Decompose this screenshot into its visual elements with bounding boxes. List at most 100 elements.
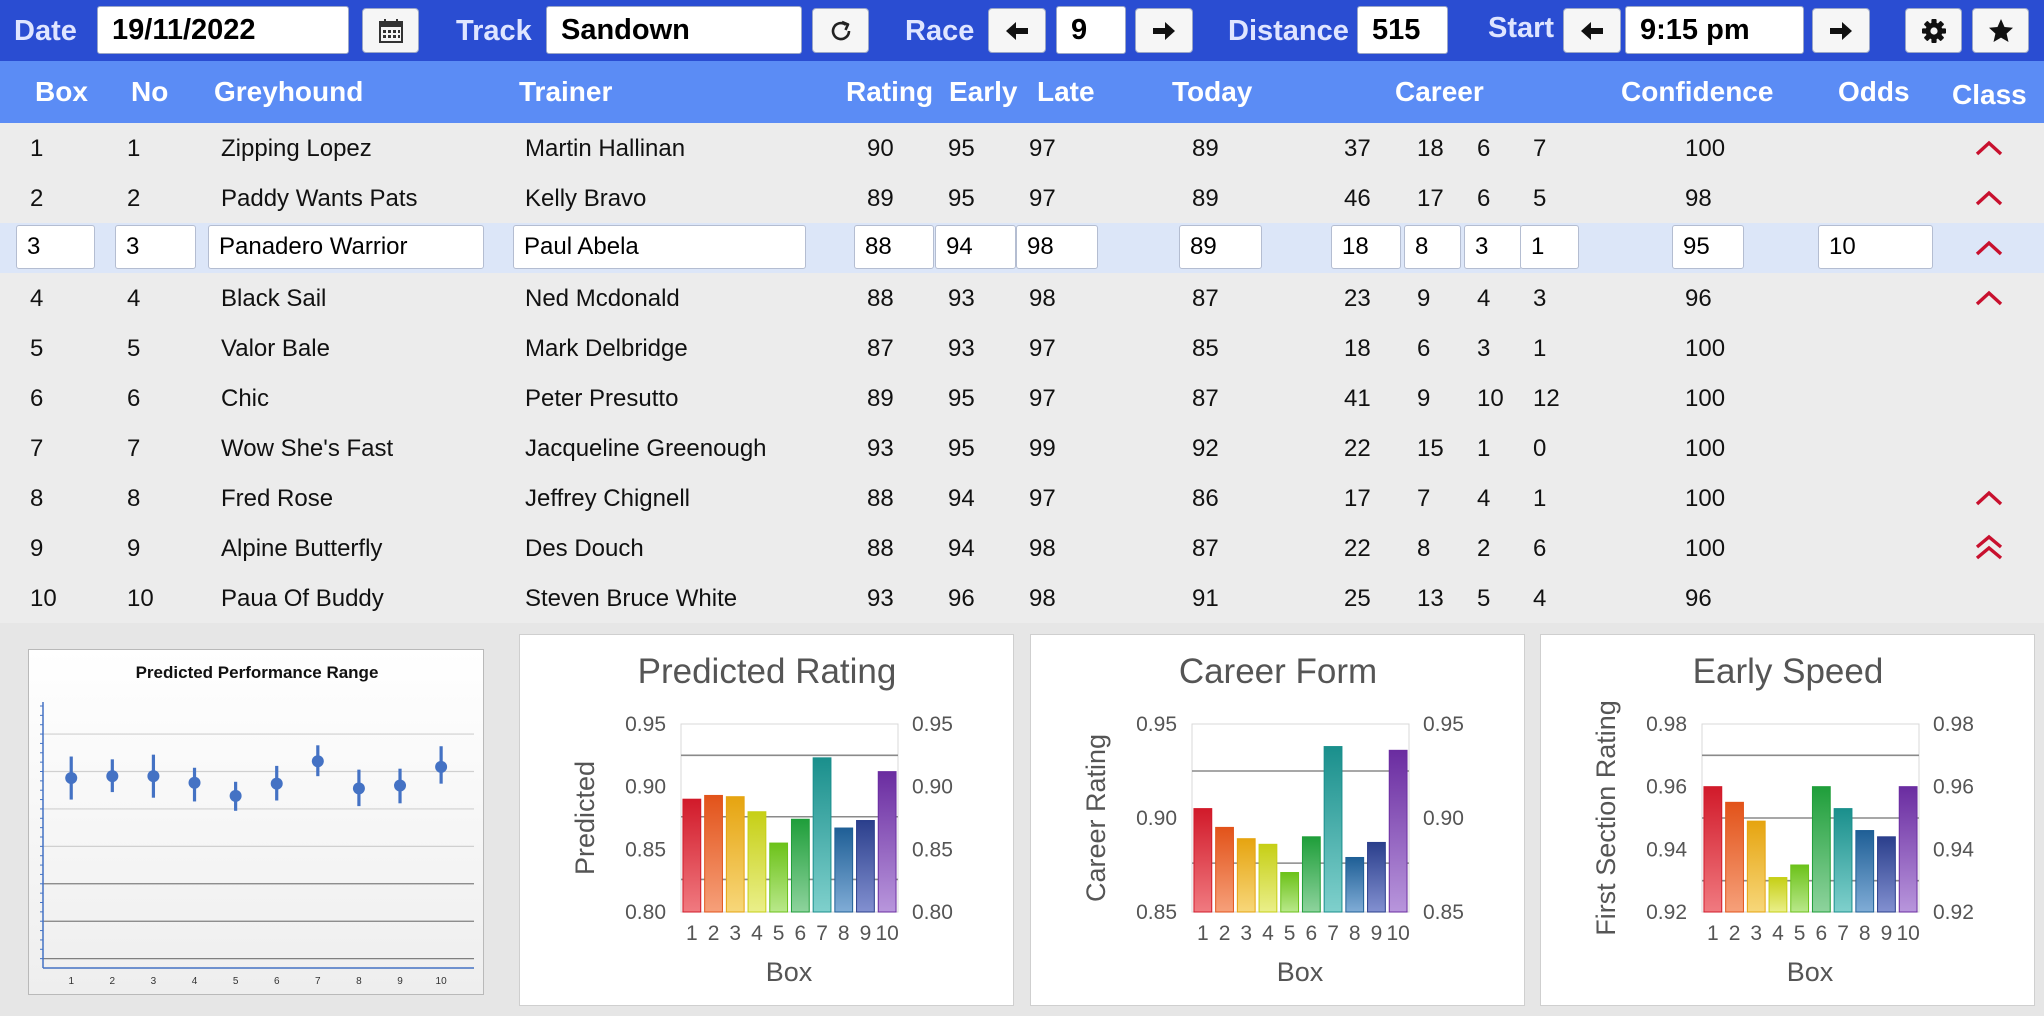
header-class[interactable]: Class (1952, 79, 2027, 110)
start-label: Start (1488, 12, 1555, 44)
x-tick-label: 4 (1262, 922, 1274, 945)
cell-c2: 8 (1417, 535, 1431, 562)
edit-c1-input[interactable]: 18 (1331, 225, 1401, 269)
cell-greyhound: Paddy Wants Pats (221, 185, 418, 212)
cell-late: 98 (1029, 285, 1056, 312)
bar (1345, 856, 1365, 913)
table-row[interactable]: 9 9 Alpine Butterfly Des Douch 88 94 98 87 22 8 2 6… (0, 523, 2044, 573)
edit-box-input[interactable]: 3 (16, 225, 95, 269)
y-tick-label-right: 0.85 (912, 838, 953, 861)
cell-trainer: Des Douch (525, 535, 644, 562)
edit-late-input[interactable]: 98 (1016, 225, 1098, 269)
header-box[interactable]: Box (35, 76, 88, 107)
header-early[interactable]: Early (949, 76, 1018, 107)
track-input[interactable]: Sandown (546, 6, 802, 54)
header-confidence[interactable]: Confidence (1621, 76, 1774, 107)
edit-odds-input[interactable]: 10 (1818, 225, 1933, 269)
y-tick-label-left: 0.96 (1646, 776, 1687, 799)
cell-trainer: Mark Delbridge (525, 335, 688, 362)
cell-early: 94 (948, 535, 975, 562)
header-today[interactable]: Today (1172, 76, 1253, 107)
start-prev-button[interactable] (1563, 8, 1621, 53)
distance-input[interactable]: 515 (1357, 6, 1448, 54)
edit-greyhound-input[interactable]: Panadero Warrior (208, 225, 484, 269)
performance-range-chart: Predicted Performance Range 1 2 3 4 5 6 7 8 9 10 (28, 649, 484, 995)
edit-rating-input[interactable]: 88 (854, 225, 934, 269)
edit-c3-input[interactable]: 3 (1464, 225, 1522, 269)
cell-confidence: 96 (1685, 585, 1712, 612)
cell-c3: 6 (1477, 185, 1491, 212)
settings-button[interactable] (1905, 8, 1962, 53)
chevron-double-up-icon (1975, 534, 2003, 560)
cell-box: 7 (30, 435, 44, 462)
edit-c4-input[interactable]: 1 (1520, 225, 1579, 269)
data-point (65, 772, 78, 785)
cell-early: 95 (948, 135, 975, 162)
header-late[interactable]: Late (1037, 76, 1095, 107)
header-no[interactable]: No (131, 76, 169, 107)
edit-c2-input[interactable]: 8 (1404, 225, 1461, 269)
edit-confidence-input[interactable]: 95 (1672, 225, 1744, 269)
cell-c2: 15 (1417, 435, 1444, 462)
start-input[interactable]: 9:15 pm (1625, 6, 1804, 54)
cell-c1: 22 (1344, 535, 1371, 562)
table-row[interactable]: 7 7 Wow She's Fast Jacqueline Greenough 93 95… (0, 423, 2044, 473)
edit-today-input[interactable]: 89 (1179, 225, 1262, 269)
cell-c2: 9 (1417, 385, 1431, 412)
header-odds[interactable]: Odds (1838, 76, 1910, 107)
table-row[interactable]: 10 10 Paua Of Buddy Steven Bruce White 93 96 9… (0, 573, 2044, 623)
cell-greyhound: Valor Bale (221, 335, 330, 362)
race-next-button[interactable] (1135, 8, 1193, 53)
table-row[interactable]: 4 4 Black Sail Ned Mcdonald 88 93 98 87 23 9 4 3 96 (0, 273, 2044, 323)
date-input[interactable]: 19/11/2022 (97, 6, 349, 54)
calendar-icon (378, 18, 403, 43)
x-tick-label: 9 (397, 976, 403, 987)
x-tick-label: 1 (1197, 922, 1209, 945)
cell-trainer: Peter Presutto (525, 385, 679, 412)
track-label: Track (456, 15, 532, 47)
table-row[interactable]: 2 2 Paddy Wants Pats Kelly Bravo 89 95 97 89 46 1… (0, 173, 2044, 223)
bar (1833, 808, 1853, 913)
refresh-button[interactable] (812, 8, 869, 53)
favourite-button[interactable] (1972, 8, 2029, 53)
bar (834, 827, 854, 913)
cell-greyhound: Black Sail (221, 285, 327, 312)
cell-trainer: Jeffrey Chignell (525, 485, 690, 512)
x-tick-label: 2 (708, 922, 720, 945)
predicted-rating-chart: Predicted Rating 1 2 3 4 5 6 7 8 9 10 0.80 0.80 0.85 0… (519, 634, 1014, 1006)
cell-late: 97 (1029, 185, 1056, 212)
x-tick-label: 8 (838, 922, 850, 945)
x-tick-label: 6 (1816, 922, 1828, 945)
cell-c1: 41 (1344, 385, 1371, 412)
calendar-button[interactable] (362, 8, 419, 53)
cell-no: 8 (127, 485, 141, 512)
predicted-rating-svg: Predicted Rating 1 2 3 4 5 6 7 8 9 10 0.80 0.80 0.85 0… (570, 652, 953, 987)
cell-c3: 3 (1477, 335, 1491, 362)
edit-early-input[interactable]: 94 (935, 225, 1016, 269)
x-tick-label: 8 (356, 976, 362, 987)
table-row[interactable]: 6 6 Chic Peter Presutto 89 95 97 87 41 9 10 12 100 (0, 373, 2044, 423)
cell-c2: 17 (1417, 185, 1444, 212)
header-trainer[interactable]: Trainer (519, 76, 613, 107)
header-career[interactable]: Career (1395, 76, 1484, 107)
header-greyhound[interactable]: Greyhound (214, 76, 364, 107)
race-prev-button[interactable] (988, 8, 1046, 53)
performance-range-svg: Predicted Performance Range 1 2 3 4 5 6 7 8 9 10 (40, 663, 474, 987)
table-row[interactable]: 3 3 Panadero Warrior Paul Abela 88 94 98 89 18 8 3… (0, 223, 2044, 273)
edit-no-input[interactable]: 3 (115, 225, 196, 269)
cell-early: 96 (948, 585, 975, 612)
header-rating[interactable]: Rating (846, 76, 934, 107)
edit-trainer-input[interactable]: Paul Abela (513, 225, 806, 269)
chevron-up-icon (1975, 190, 2003, 206)
y-tick-label-left: 0.85 (1136, 901, 1177, 924)
start-next-button[interactable] (1812, 8, 1870, 53)
x-tick-label: 10 (436, 976, 448, 987)
table-row[interactable]: 5 5 Valor Bale Mark Delbridge 87 93 97 85 18 6 3 1 1… (0, 323, 2044, 373)
cell-early: 95 (948, 435, 975, 462)
race-input[interactable]: 9 (1056, 6, 1126, 54)
table-row[interactable]: 8 8 Fred Rose Jeffrey Chignell 88 94 97 86 17 7 4 1… (0, 473, 2044, 523)
cell-no: 2 (127, 185, 141, 212)
cell-confidence: 100 (1685, 335, 1726, 362)
x-tick-label: 9 (1371, 922, 1383, 945)
table-row[interactable]: 1 1 Zipping Lopez Martin Hallinan 90 95 97 89 37… (0, 123, 2044, 173)
